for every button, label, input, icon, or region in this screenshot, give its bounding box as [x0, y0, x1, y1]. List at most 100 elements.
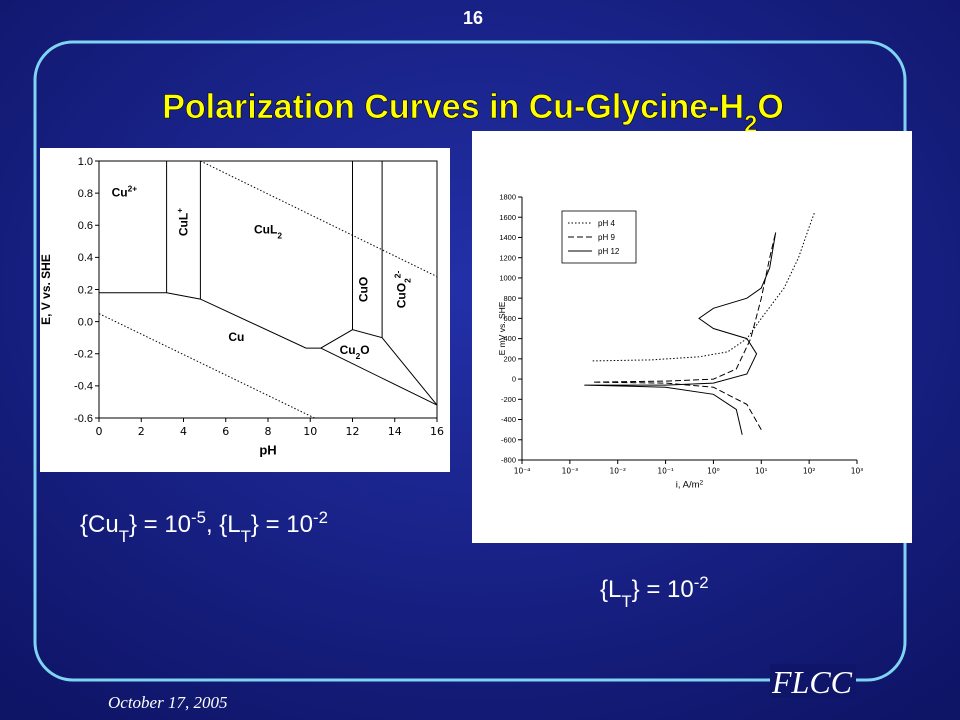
text-segment: Cu: [340, 343, 356, 357]
region-label: CuL2: [254, 222, 282, 240]
y-tick-label: 0.6: [78, 220, 93, 232]
footer-org: FLCC: [771, 664, 853, 700]
text-segment: 2: [402, 278, 412, 283]
y-axis-label: E, V vs. SHE: [39, 254, 53, 325]
x-tick-label: 14: [388, 425, 402, 438]
text-segment: Polarization Curves in Cu-Glycine-H: [162, 88, 744, 126]
y-tick-label: 0.8: [78, 188, 93, 200]
caption: {LT} = 10-2: [600, 573, 709, 611]
y-tick-label: 1600: [499, 213, 516, 222]
footer-date: October 17, 2005: [108, 693, 227, 712]
legend-label: pH 4: [598, 219, 615, 228]
y-tick-label: 600: [503, 314, 516, 323]
y-tick-label: 800: [503, 294, 516, 303]
y-tick-label: -0.6: [74, 413, 93, 425]
y-tick-label: -400: [501, 415, 516, 424]
x-tick-label: 10⁻⁴: [514, 467, 531, 476]
region-label: CuO22-: [392, 271, 412, 309]
legend-label: pH 9: [598, 233, 615, 242]
legend: [561, 210, 637, 264]
y-tick-label: 1.0: [78, 156, 93, 168]
text-segment: Cu: [228, 330, 244, 344]
y-tick-label: 200: [503, 354, 516, 363]
series-line: [584, 232, 777, 435]
text-segment: -2: [313, 508, 328, 527]
x-tick-label: 8: [265, 425, 272, 438]
y-tick-label: -0.2: [74, 349, 93, 361]
x-tick-label: 12: [346, 425, 360, 438]
x-tick-label: 10⁻¹: [657, 467, 674, 476]
x-tick-label: 10¹: [755, 467, 768, 476]
text-segment: CuL: [177, 213, 191, 236]
y-tick-label: 0.2: [78, 284, 93, 296]
text-segment: -2: [694, 573, 709, 592]
x-tick-label: 6: [222, 425, 229, 438]
y-tick-label: 1200: [499, 253, 516, 262]
y-tick-label: -200: [501, 395, 516, 404]
text-segment: i, A/m: [676, 480, 700, 491]
frame-gap: [770, 664, 856, 698]
region-label: CuO: [356, 277, 370, 302]
y-tick-label: 1000: [499, 274, 516, 283]
x-tick-label: 0: [96, 425, 103, 438]
legend-label: pH 12: [598, 247, 620, 256]
x-axis-label: i, A/m2: [676, 479, 704, 491]
chart-panel: [472, 131, 912, 543]
text-segment: O: [757, 88, 783, 126]
text-segment: T: [119, 527, 129, 546]
text-segment: +: [175, 208, 185, 213]
x-tick-label: 10²: [803, 467, 816, 476]
text-segment: {Cu: [80, 511, 119, 538]
y-tick-label: 1800: [499, 193, 516, 202]
text-segment: 2: [356, 351, 361, 361]
text-segment: CuO: [356, 277, 370, 302]
y-tick-label: 400: [503, 334, 516, 343]
text-segment: } = 10: [632, 576, 694, 603]
y-axis-label: E mV vs. SHE: [497, 301, 507, 355]
text-segment: CuL: [254, 222, 277, 236]
chart-panel: [40, 148, 450, 472]
slide-title: Polarization Curves in Cu-Glycine-H2O: [162, 88, 784, 138]
text-segment: T: [621, 592, 631, 611]
x-tick-label: 10⁻³: [562, 467, 579, 476]
text-segment: } = 10: [251, 511, 313, 538]
y-tick-label: -0.4: [74, 381, 93, 393]
text-segment: CuO: [394, 283, 408, 308]
y-tick-label: 0: [512, 375, 516, 384]
x-tick-label: 10⁰: [707, 467, 720, 476]
text-segment: 2: [700, 479, 704, 486]
caption: {CuT} = 10-5, {LT} = 10-2: [80, 508, 328, 546]
text-segment: } = 10: [129, 511, 191, 538]
boundary-line: [98, 313, 315, 419]
x-tick-label: 10: [303, 425, 317, 438]
text-segment: Cu: [112, 185, 128, 199]
text-segment: -5: [191, 508, 206, 527]
text-segment: {L: [600, 576, 621, 603]
text-segment: 2+: [128, 183, 138, 193]
series-line: [592, 232, 777, 430]
x-tick-label: 4: [180, 425, 187, 438]
x-tick-label: 10³: [851, 467, 864, 476]
x-tick-label: 2: [138, 425, 145, 438]
x-axis-label: pH: [259, 443, 276, 458]
text-segment: T: [241, 527, 251, 546]
text-segment: 2: [277, 230, 282, 240]
text-segment: 2: [744, 111, 757, 138]
slide-number: 16: [463, 8, 483, 28]
region-label: CuL+: [175, 208, 191, 236]
x-tick-label: 16: [430, 425, 444, 438]
region-label: Cu: [228, 330, 244, 344]
x-tick-label: 10⁻²: [609, 467, 626, 476]
text-segment: O: [360, 343, 369, 357]
boundary-line: [320, 347, 438, 406]
text-segment: 2-: [392, 271, 402, 279]
y-tick-label: -600: [501, 435, 516, 444]
region-label: Cu2+: [112, 183, 138, 199]
y-tick-label: 1400: [499, 233, 516, 242]
y-tick-label: -800: [501, 456, 516, 465]
y-tick-label: 0.4: [78, 252, 93, 264]
text-segment: , {L: [206, 511, 241, 538]
y-tick-label: 0.0: [78, 316, 93, 328]
